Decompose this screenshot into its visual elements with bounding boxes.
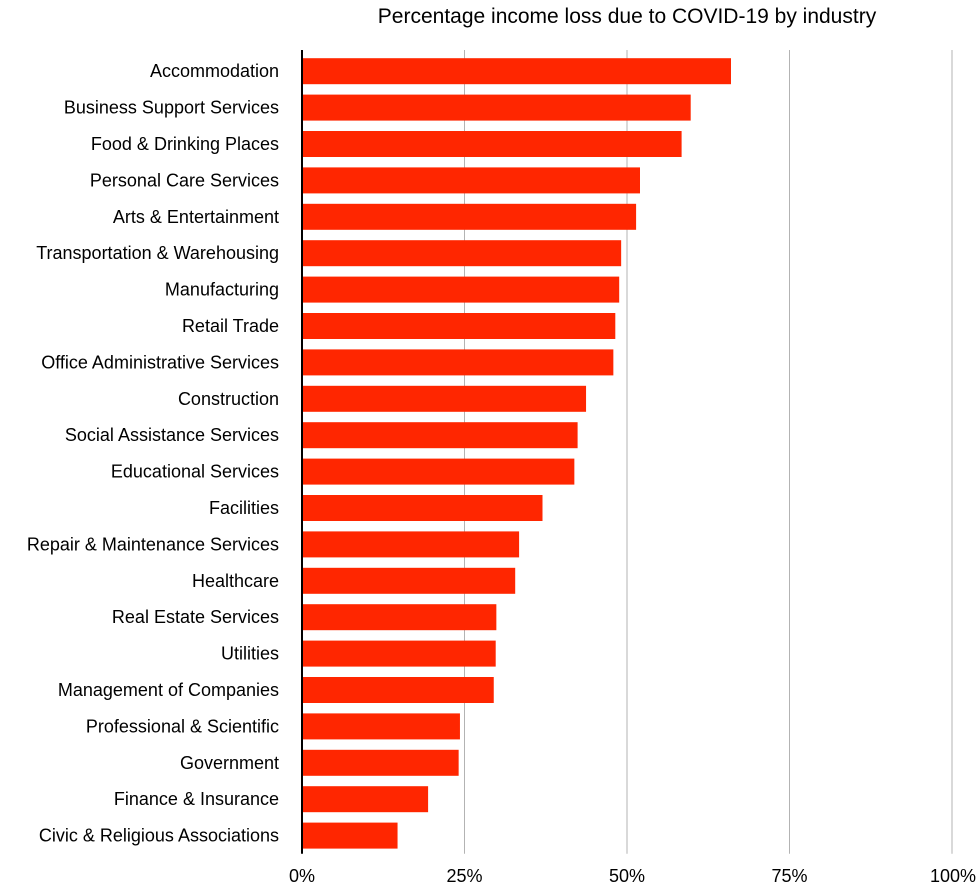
category-label: Finance & Insurance [114,789,279,809]
bar [302,495,543,521]
category-label: Social Assistance Services [65,425,279,445]
bar [302,131,682,157]
x-tick-label: 75% [771,866,807,882]
category-label: Educational Services [111,462,279,482]
bar [302,677,494,703]
bar [302,94,691,121]
bars [302,58,731,849]
x-tick-label: 100% [930,866,976,882]
x-tick-label: 25% [446,866,482,882]
category-label: Office Administrative Services [41,352,279,372]
bar [302,385,587,412]
bar [302,640,496,667]
bar [302,786,429,813]
bar [302,604,497,631]
bar [302,240,622,267]
bar [302,713,460,740]
bar [302,749,459,776]
category-label: Personal Care Services [90,170,279,190]
category-label: Manufacturing [165,280,279,300]
bar [302,203,637,230]
chart-title: Percentage income loss due to COVID-19 b… [378,5,877,28]
bar [302,822,398,849]
category-label: Professional & Scientific [86,716,279,736]
category-label: Healthcare [192,571,279,591]
bar [302,276,620,303]
bar [302,567,516,594]
category-label: Civic & Religious Associations [39,826,279,846]
x-tick-label: 50% [609,866,645,882]
bar [302,313,616,339]
x-tick-label: 0% [289,866,315,882]
x-axis-ticks: 0% 25% 50% 75% 100% [289,866,976,882]
category-label: Business Support Services [64,98,279,118]
category-label: Repair & Maintenance Services [27,534,279,554]
bar [302,167,640,194]
bar [302,58,731,85]
category-label: Utilities [221,644,279,664]
category-label: Food & Drinking Places [91,134,279,154]
category-labels: Accommodation Business Support Services Fo… [27,61,279,845]
category-label: Government [180,753,279,773]
category-label: Arts & Entertainment [113,207,279,227]
bar [302,531,520,558]
bar [302,422,578,449]
bar [302,458,575,485]
bar [302,349,614,376]
category-label: Real Estate Services [112,607,279,627]
category-label: Retail Trade [182,316,279,336]
category-label: Accommodation [150,61,279,81]
category-label: Construction [178,389,279,409]
category-label: Facilities [209,498,279,518]
category-label: Management of Companies [58,680,279,700]
category-label: Transportation & Warehousing [36,243,279,263]
